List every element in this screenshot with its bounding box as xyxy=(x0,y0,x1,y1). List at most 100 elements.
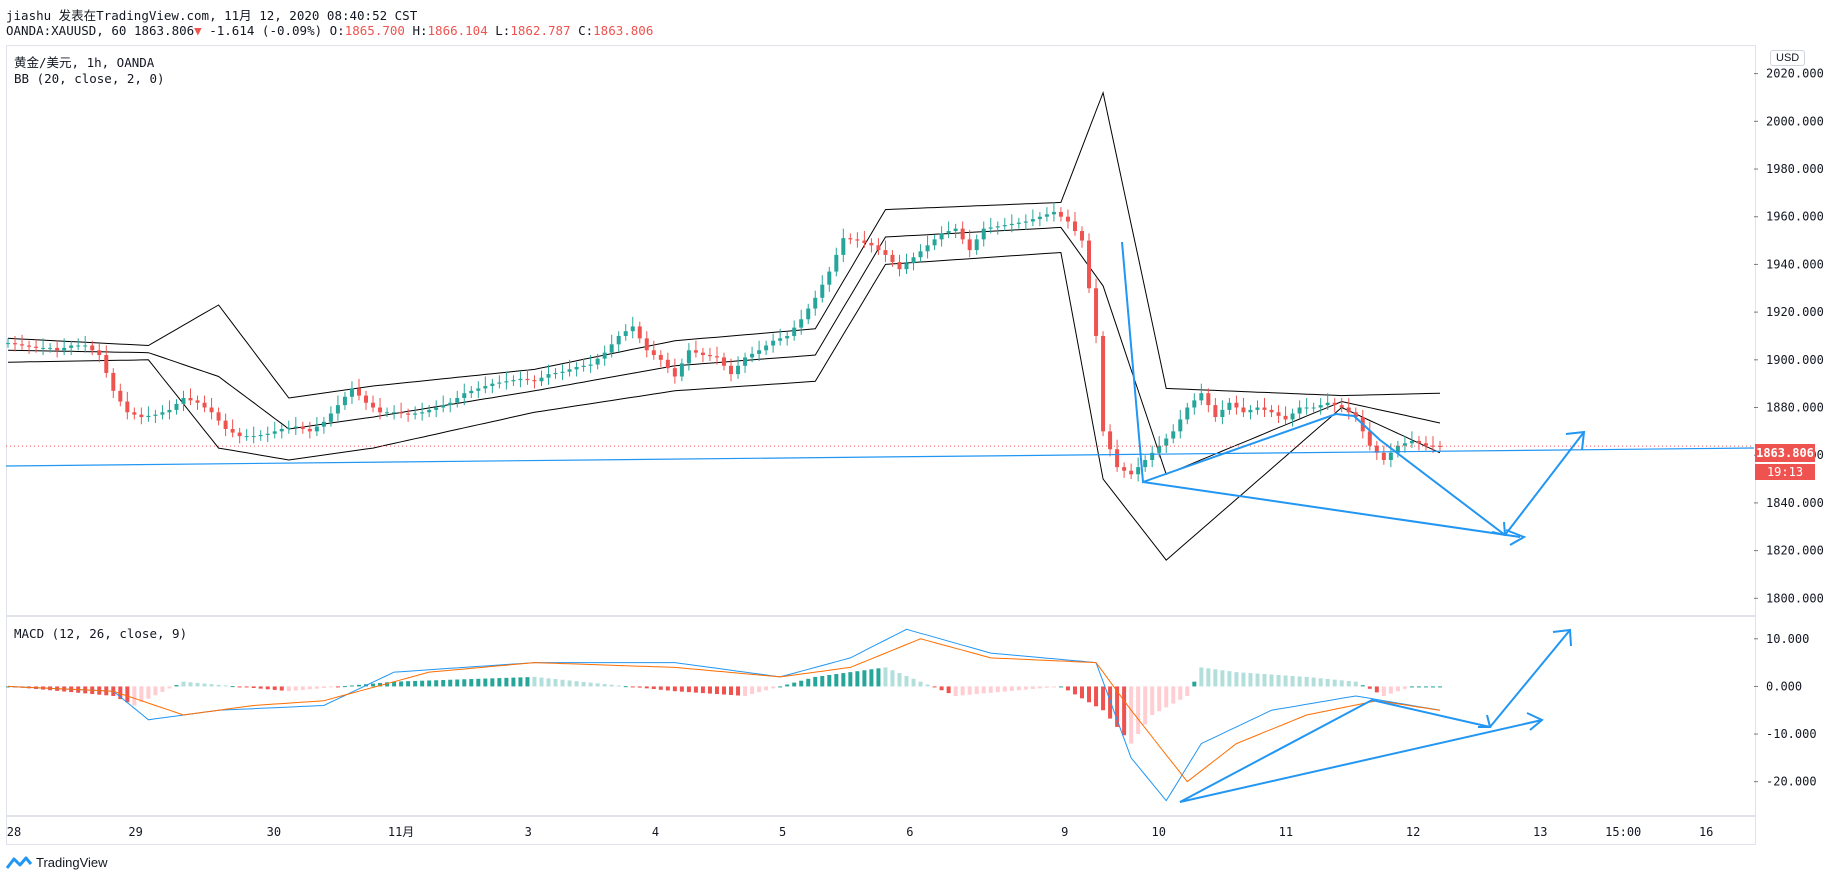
candle-body xyxy=(1290,413,1295,420)
candle-body xyxy=(1044,214,1049,217)
macd-histogram-bar xyxy=(834,674,839,687)
candle-body xyxy=(988,227,993,229)
candle-body xyxy=(90,345,95,351)
arrow-head-icon xyxy=(1526,712,1544,731)
macd-histogram-bar xyxy=(1009,686,1014,691)
candle-body xyxy=(483,386,488,389)
tradingview-logo[interactable]: TradingView xyxy=(6,855,108,870)
candle-body xyxy=(834,254,839,272)
candle-body xyxy=(581,365,586,367)
candle-body xyxy=(385,412,390,414)
candle-body xyxy=(1108,431,1113,450)
candle-body xyxy=(1395,445,1400,453)
macd-histogram-bar xyxy=(750,686,755,695)
macd-histogram-bar xyxy=(904,675,909,687)
macd-histogram-bar xyxy=(1255,673,1260,687)
candle-body xyxy=(841,238,846,255)
candle-body xyxy=(651,350,656,356)
macd-histogram-bar xyxy=(1171,686,1176,704)
publish-info: jiashu 发表在TradingView.com, 11月 12, 2020 … xyxy=(6,8,418,23)
arrow-head-icon xyxy=(1565,430,1586,451)
candle-body xyxy=(1248,409,1253,413)
candle-body xyxy=(118,390,123,402)
macd-histogram-bar xyxy=(321,686,326,689)
macd-histogram-bar xyxy=(525,677,530,687)
candle-body xyxy=(764,345,769,351)
macd-histogram-bar xyxy=(1402,686,1407,689)
candle-body xyxy=(244,436,249,438)
macd-histogram-bar xyxy=(434,680,439,687)
macd-histogram-bar xyxy=(792,682,797,687)
price-trendline-1 xyxy=(1121,241,1506,536)
candle-body xyxy=(679,363,684,377)
candle-body xyxy=(1220,409,1225,418)
macd-histogram-bar xyxy=(1234,672,1239,687)
price-trendline-2 xyxy=(1142,481,1521,538)
macd-histogram-bar xyxy=(785,684,790,687)
macd-histogram-bar xyxy=(518,677,523,687)
macd-histogram-bar xyxy=(911,678,916,687)
candle-body xyxy=(820,284,825,298)
candle-body xyxy=(378,407,383,413)
macd-histogram-bar xyxy=(1325,678,1330,687)
candle-body xyxy=(616,335,621,345)
close-label: C: xyxy=(578,23,594,38)
macd-histogram-bar xyxy=(1430,686,1435,688)
bb-upper-band xyxy=(7,90,1441,399)
candle-body xyxy=(371,402,376,408)
macd-histogram-bar xyxy=(693,686,698,693)
macd-histogram-bar xyxy=(265,686,270,690)
candle-body xyxy=(83,345,88,347)
brand-name: TradingView xyxy=(36,855,108,870)
macd-histogram-bar xyxy=(1101,686,1106,711)
candle-body xyxy=(335,405,340,414)
candle-body xyxy=(399,412,404,414)
candle-body xyxy=(1311,407,1316,409)
candle-body xyxy=(321,421,326,427)
candle-body xyxy=(1409,440,1414,444)
macd-histogram-bar xyxy=(420,680,425,687)
macd-histogram-bar xyxy=(820,675,825,687)
macd-histogram-bar xyxy=(560,679,565,687)
macd-histogram-bar xyxy=(335,686,340,688)
candle-body xyxy=(364,395,368,403)
candle-body xyxy=(1374,445,1379,453)
macd-histogram-bar xyxy=(946,686,951,694)
candle-body xyxy=(925,245,930,252)
low-label: L: xyxy=(495,23,511,38)
macd-histogram-bar xyxy=(209,684,214,687)
price-pane[interactable] xyxy=(6,45,1756,617)
candle-body xyxy=(939,233,944,240)
candle-body xyxy=(1002,225,1007,227)
macd-histogram-bar xyxy=(1241,672,1246,687)
macd-histogram-bar xyxy=(462,679,467,687)
macd-histogram-bar xyxy=(202,683,207,687)
high-value: 1866.104 xyxy=(427,23,488,38)
macd-histogram-bar xyxy=(644,686,649,689)
macd-histogram-bar xyxy=(1030,686,1035,689)
macd-histogram-bar xyxy=(1122,686,1127,736)
macd-histogram-bar xyxy=(1374,686,1379,693)
candle-body xyxy=(76,345,81,347)
macd-axis-label: 10.000 xyxy=(1766,632,1809,646)
macd-histogram-bar xyxy=(399,681,404,687)
macd-pane[interactable] xyxy=(6,615,1756,817)
macd-histogram-bar xyxy=(869,669,874,687)
macd-histogram-bar xyxy=(314,686,319,689)
main-legend: 黄金/美元, 1h, OANDA xyxy=(14,55,155,70)
candle-body xyxy=(1353,412,1358,418)
macd-histogram-bar xyxy=(188,682,193,687)
macd-histogram-bar xyxy=(181,681,186,687)
candle-body xyxy=(1227,402,1232,410)
candle-body xyxy=(1065,216,1070,222)
candle-body xyxy=(1058,211,1063,217)
time-axis[interactable] xyxy=(6,815,1756,845)
currency-button[interactable]: USD xyxy=(1770,50,1806,66)
macd-histogram-bar xyxy=(153,686,158,696)
candle-body xyxy=(946,231,951,234)
macd-histogram-bar xyxy=(455,679,460,687)
candle-body xyxy=(630,326,635,332)
candle-body xyxy=(658,355,663,360)
macd-trendline-2 xyxy=(1179,719,1543,803)
